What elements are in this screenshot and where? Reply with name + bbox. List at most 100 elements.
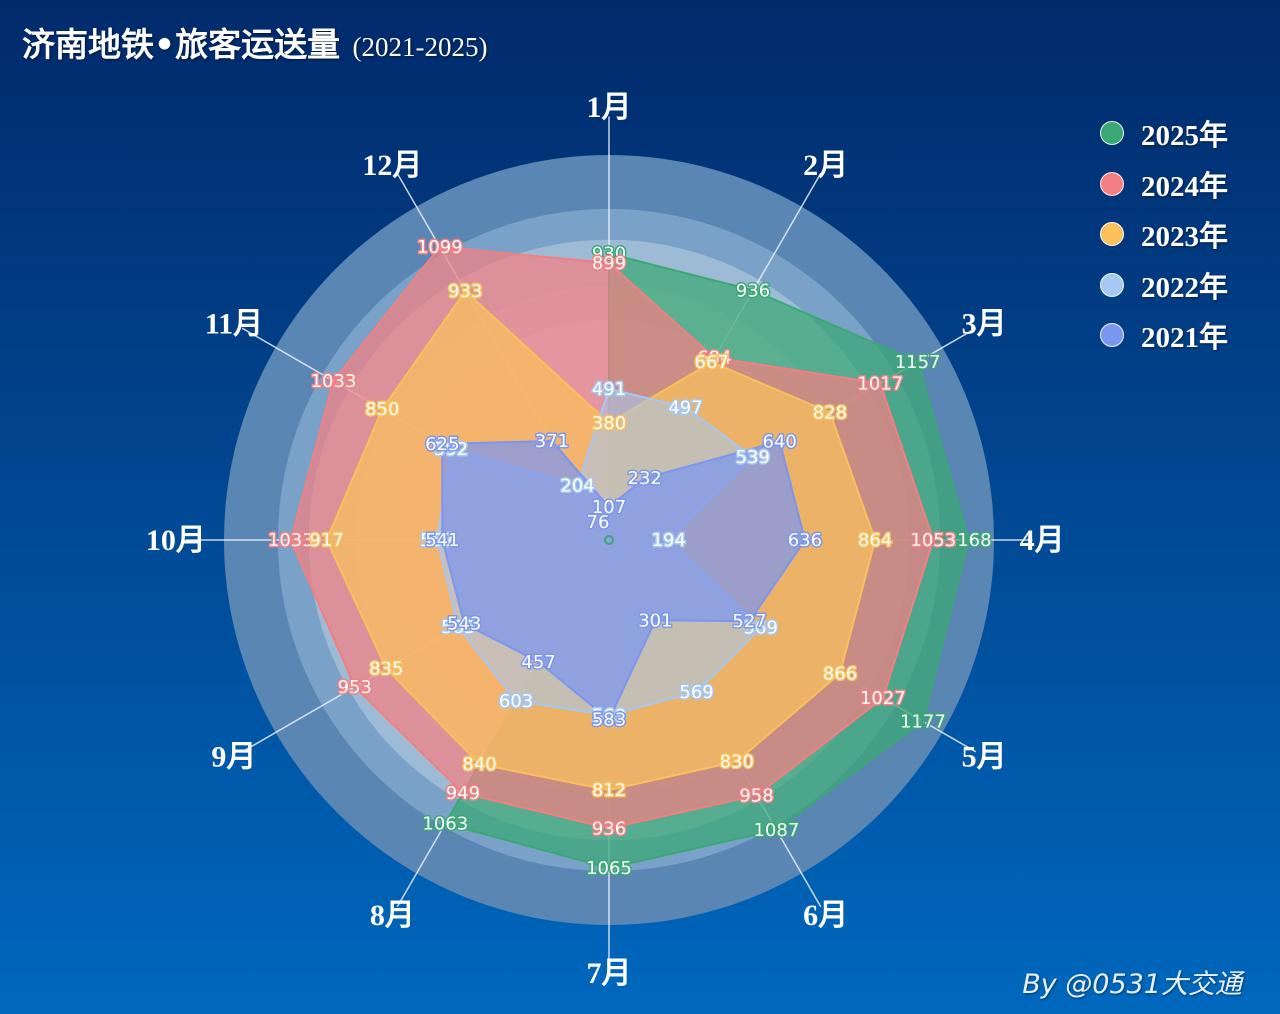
data-point: [606, 260, 612, 266]
data-point: [747, 618, 753, 624]
value-label: 557: [420, 530, 454, 551]
value-label: 527: [732, 611, 766, 632]
value-label: 850: [365, 399, 399, 420]
value-label: 949: [446, 783, 480, 804]
value-label: 640: [763, 431, 797, 452]
data-point: [880, 695, 886, 701]
legend-label: 2022年: [1141, 271, 1229, 304]
value-label: 864: [858, 530, 892, 551]
value-label: 1027: [860, 688, 906, 709]
data-point: [642, 475, 648, 481]
value-label: 1033: [268, 530, 314, 551]
legend-item[interactable]: 2021年: [1100, 310, 1228, 361]
value-label: 1177: [900, 711, 946, 732]
data-point: [606, 825, 612, 831]
data-point: [383, 666, 389, 672]
value-label: 840: [462, 754, 496, 775]
data-point: [758, 625, 764, 631]
data-point: [455, 624, 461, 630]
value-label: 491: [592, 379, 626, 400]
value-label: 667: [695, 352, 729, 373]
data-point: [709, 359, 715, 365]
chart-title: 济南地铁•旅客运送量: [22, 25, 341, 64]
chart-header: 济南地铁•旅客运送量 (2021-2025): [22, 18, 488, 66]
legend-label: 2024年: [1141, 170, 1229, 203]
data-point: [754, 793, 759, 798]
data-point: [694, 689, 700, 695]
data-point: [837, 670, 843, 676]
value-label: 953: [338, 677, 372, 698]
month-label-8: 8月: [370, 899, 415, 932]
legend-marker: [1100, 222, 1124, 247]
value-label: 899: [592, 253, 626, 274]
data-point: [439, 441, 445, 447]
data-point: [872, 537, 878, 543]
data-point: [930, 537, 936, 543]
value-label: 1053: [910, 530, 956, 551]
legend-item[interactable]: 2022年: [1100, 260, 1228, 311]
legend-item[interactable]: 2025年: [1100, 108, 1228, 159]
value-label: 936: [592, 818, 626, 839]
value-label: 569: [679, 682, 713, 703]
value-label: 917: [309, 530, 343, 551]
value-label: 1017: [857, 373, 903, 394]
month-label-11: 11月: [205, 307, 263, 340]
data-point: [915, 359, 921, 365]
data-point: [827, 410, 833, 415]
value-label: 603: [499, 691, 533, 712]
data-point: [877, 380, 883, 386]
month-label-4: 4月: [1020, 524, 1065, 557]
value-label: 539: [736, 447, 770, 468]
value-label: 684: [697, 348, 731, 369]
value-label: 592: [434, 439, 468, 460]
data-point: [777, 438, 783, 444]
value-label: 76: [587, 512, 610, 533]
value-label: 543: [447, 614, 481, 635]
legend-marker: [1100, 272, 1124, 297]
data-point: [734, 758, 740, 764]
value-label: 828: [813, 403, 847, 424]
value-label: 565: [441, 617, 475, 638]
data-point: [802, 537, 808, 543]
month-label-2: 2月: [803, 149, 848, 182]
legend-label: 2021年: [1141, 322, 1229, 355]
data-point: [549, 438, 555, 444]
legend-marker: [1100, 171, 1124, 196]
data-point: [352, 684, 358, 690]
data-point: [966, 537, 972, 543]
data-point: [437, 244, 443, 250]
data-point: [750, 287, 756, 293]
value-label: 569: [744, 618, 778, 639]
data-point: [606, 717, 612, 723]
value-label: 380: [592, 413, 626, 434]
center-point: [604, 535, 614, 545]
value-label: 457: [521, 652, 555, 673]
data-point: [462, 288, 468, 294]
value-label: 1157: [895, 352, 941, 373]
value-label: 1099: [417, 237, 463, 258]
data-point: [331, 378, 336, 384]
legend-marker: [1100, 323, 1124, 348]
value-label: 835: [369, 659, 403, 680]
legend-marker: [1100, 121, 1124, 146]
legend-item[interactable]: 2023年: [1100, 209, 1228, 260]
data-point: [711, 355, 717, 361]
value-label: 958: [739, 786, 773, 807]
data-point: [773, 827, 779, 833]
data-point: [434, 537, 440, 543]
data-point: [606, 386, 612, 392]
value-label: 569: [592, 705, 626, 726]
value-label: 583: [592, 710, 626, 731]
legend-item[interactable]: 2024年: [1100, 159, 1228, 210]
value-label: 232: [628, 468, 662, 489]
month-label-6: 6月: [803, 899, 848, 932]
value-label: 625: [425, 434, 459, 455]
data-point: [379, 406, 385, 412]
value-label: 930: [592, 244, 626, 265]
data-point: [606, 504, 612, 510]
value-label: 830: [720, 751, 754, 772]
data-point: [442, 821, 448, 826]
author-credit: By @0531大交通: [1022, 969, 1242, 1000]
data-point: [461, 621, 467, 627]
